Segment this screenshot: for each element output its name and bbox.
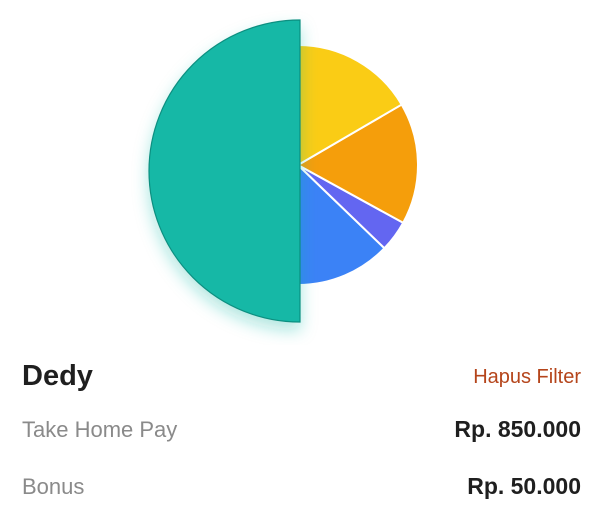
pie-slice-1[interactable] [297, 162, 386, 287]
clear-filter-link[interactable]: Hapus Filter [473, 366, 581, 388]
take-home-pay-row: Take Home Pay Rp. 850.000 [22, 416, 581, 443]
employee-name: Dedy [22, 360, 93, 392]
take-home-pay-value: Rp. 850.000 [454, 416, 581, 442]
pie-chart [148, 19, 419, 323]
bonus-label: Bonus [22, 473, 85, 499]
take-home-pay-label: Take Home Pay [22, 416, 178, 442]
bonus-row: Bonus Rp. 50.000 [22, 473, 581, 500]
pie-slice-0[interactable] [148, 19, 301, 323]
pie-slice-3[interactable] [295, 103, 419, 225]
bonus-value: Rp. 50.000 [467, 473, 581, 499]
pie-slice-4[interactable] [297, 43, 404, 167]
